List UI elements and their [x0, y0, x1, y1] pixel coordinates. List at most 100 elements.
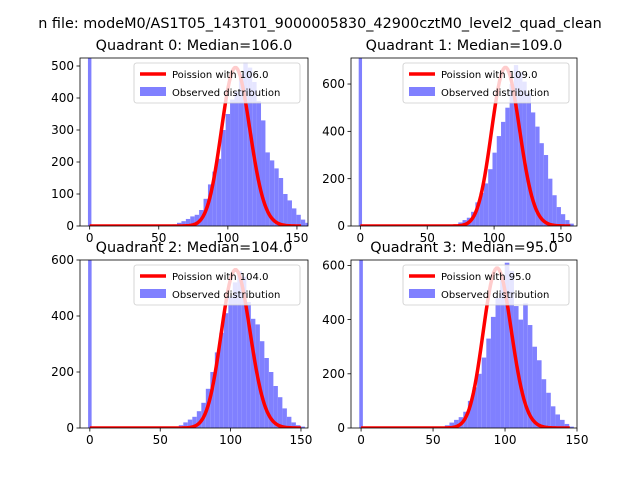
- hist-bar: [536, 360, 542, 428]
- hist-bar: [265, 152, 270, 226]
- hist-bar: [247, 67, 253, 226]
- x-tick-label: 150: [290, 433, 313, 447]
- hist-bar: [216, 158, 222, 226]
- hist-bar: [490, 316, 496, 428]
- legend-box: [402, 264, 570, 306]
- hist-bar: [543, 155, 549, 226]
- hist-bar: [523, 303, 528, 428]
- panel-q1: 0 50 100 150 0 200 400 600 Quadrant 1: Median=10…: [322, 38, 578, 245]
- y-tick-label: 400: [51, 309, 74, 323]
- hist-bar: [282, 408, 287, 428]
- hist-bar: [291, 208, 297, 226]
- legend-hist-label: Observed distribution: [441, 88, 549, 99]
- hist-bar: [287, 200, 292, 226]
- hist-bar: [532, 346, 537, 428]
- hist-bar: [509, 84, 514, 226]
- legend-hist-swatch: [140, 87, 166, 96]
- legend-line-label: Poission with 106.0: [172, 70, 268, 81]
- hist-bar: [194, 214, 200, 226]
- hist-bar: [556, 207, 561, 226]
- hist-bar: [181, 221, 186, 226]
- y-tick-label: 200: [322, 172, 345, 186]
- hist-bar: [477, 373, 482, 428]
- hist-bar: [259, 341, 265, 428]
- hist-bar: [504, 262, 510, 428]
- hist-bar: [555, 414, 561, 428]
- hist-bar: [221, 130, 226, 226]
- hist-bar: [305, 222, 308, 226]
- hist-bar: [560, 214, 566, 226]
- axes-frame: [79, 259, 309, 429]
- hist-bar: [274, 168, 279, 226]
- x-tick-label: 0: [86, 231, 94, 245]
- hist-bar: [196, 411, 202, 428]
- hist-bar: [546, 392, 551, 428]
- hist-bar: [300, 426, 305, 428]
- x-tick-label: 100: [219, 433, 242, 447]
- poisson-line: [89, 65, 302, 226]
- axes-frame: [350, 259, 578, 429]
- legend-box: [402, 62, 570, 104]
- hist-bar: [310, 224, 314, 226]
- y-tick-label: 400: [51, 91, 74, 105]
- hist-bar: [526, 93, 531, 226]
- hist-bar: [518, 319, 524, 428]
- y-tick-label: 200: [51, 365, 74, 379]
- y-tick-label: 500: [51, 59, 74, 73]
- hist-bar: [483, 183, 489, 226]
- hist-bar: [283, 194, 288, 226]
- hist-bar: [518, 72, 523, 226]
- hist-bar: [210, 372, 215, 428]
- poisson-line: [89, 268, 302, 428]
- hist-bar: [241, 276, 247, 428]
- hist-bar: [486, 338, 491, 428]
- hist-bar: [273, 386, 278, 428]
- hist-bar: [219, 332, 224, 428]
- y-tick-label: 0: [66, 219, 74, 233]
- hist-bar: [505, 107, 510, 226]
- panel-title: Quadrant 1: Median=109.0: [366, 38, 563, 54]
- hist-bar: [530, 112, 536, 226]
- x-tick-label: 50: [151, 231, 166, 245]
- legend-box: [133, 62, 301, 104]
- x-tick-label: 100: [494, 433, 517, 447]
- hist-bar: [243, 62, 248, 226]
- hist-bar-zero: [88, 260, 92, 428]
- hist-bar: [286, 416, 292, 428]
- legend-line-label: Poission with 95.0: [441, 272, 531, 283]
- plot-area: [87, 58, 314, 226]
- x-tick-label: 0: [86, 433, 94, 447]
- plot-area: [88, 260, 305, 428]
- y-tick-label: 600: [322, 77, 345, 91]
- hist-bar: [454, 419, 459, 428]
- y-tick-label: 400: [322, 125, 345, 139]
- x-tick-label: 100: [216, 231, 239, 245]
- legend-hist-label: Observed distribution: [172, 290, 280, 301]
- hist-bar: [230, 99, 235, 226]
- legend-hist-swatch: [409, 87, 435, 96]
- hist-bar: [261, 120, 266, 226]
- panel-q2: 0 50 100 150 0 200 400 600 Quadrant 2: Median=10…: [51, 240, 313, 447]
- panel-q0: 0 50 100 150 0 100 200 300 400 500 Quadrant 0: Med…: [51, 38, 314, 245]
- legend-hist-swatch: [409, 289, 435, 298]
- hist-bar: [500, 276, 505, 428]
- figure-suptitle: n file: modeM0/AS1T05_143T01_9000005830_…: [38, 16, 602, 32]
- y-tick-label: 600: [51, 253, 74, 267]
- hist-bar: [513, 65, 519, 226]
- hist-bar: [269, 160, 275, 226]
- hist-bar: [467, 400, 473, 428]
- hist-bar: [565, 220, 570, 226]
- hist-bar: [496, 136, 502, 226]
- y-tick-label: 600: [322, 259, 345, 273]
- y-tick-label: 300: [51, 123, 74, 137]
- y-tick-label: 400: [322, 313, 345, 327]
- y-tick-label: 200: [51, 155, 74, 169]
- x-tick-label: 150: [549, 231, 572, 245]
- hist-bar: [277, 397, 283, 428]
- panel-title: Quadrant 3: Median=95.0: [370, 240, 558, 256]
- hist-bar-zero: [87, 58, 92, 226]
- panel-q3: 0 50 100 150 0 200 400 600 Quadrant 3: Median=95…: [322, 240, 588, 447]
- hist-bar-zero: [359, 260, 363, 428]
- plot-area: [358, 58, 574, 226]
